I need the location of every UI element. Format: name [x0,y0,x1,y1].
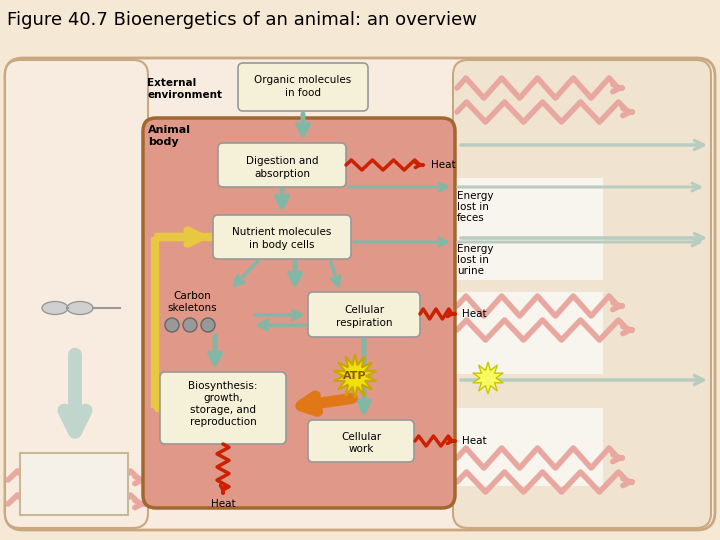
Ellipse shape [42,301,68,314]
Text: in body cells: in body cells [249,240,315,250]
FancyBboxPatch shape [213,215,351,259]
Text: Cellular: Cellular [341,432,381,442]
FancyBboxPatch shape [308,292,420,337]
Text: growth,: growth, [203,393,243,403]
Text: lost in: lost in [457,255,489,265]
Text: ATP: ATP [343,371,366,381]
Text: storage, and: storage, and [190,405,256,415]
Text: Carbon: Carbon [173,291,211,301]
Text: reproduction: reproduction [189,417,256,427]
Circle shape [165,318,179,332]
Text: Digestion and: Digestion and [246,156,318,166]
Text: Biosynthesis:: Biosynthesis: [188,381,258,391]
Bar [20,453,128,515]
Text: work: work [348,444,374,454]
FancyBboxPatch shape [160,372,286,444]
Text: lost in: lost in [457,202,489,212]
Text: Figure 40.7 Bioenergetics of an animal: an overview: Figure 40.7 Bioenergetics of an animal: … [7,11,477,29]
Text: Animal: Animal [148,125,191,135]
Bar [455,178,603,280]
Text: urine: urine [457,266,484,276]
Text: Heat: Heat [462,436,487,446]
Text: Organic molecules: Organic molecules [254,75,351,85]
Ellipse shape [67,301,93,314]
Bar [20,453,128,515]
Text: Heat: Heat [431,160,456,170]
Text: absorption: absorption [254,169,310,179]
Text: Energy: Energy [457,191,493,201]
Text: feces: feces [457,213,485,223]
FancyBboxPatch shape [238,63,368,111]
Polygon shape [333,354,377,398]
Text: respiration: respiration [336,318,392,328]
Text: Heat: Heat [211,499,235,509]
FancyBboxPatch shape [143,118,455,508]
Text: Heat: Heat [462,309,487,319]
Text: Nutrient molecules: Nutrient molecules [233,227,332,237]
Circle shape [183,318,197,332]
Text: body: body [148,137,179,147]
FancyBboxPatch shape [308,420,414,462]
FancyBboxPatch shape [5,58,715,530]
Text: Energy: Energy [457,244,493,254]
FancyBboxPatch shape [218,143,346,187]
Circle shape [201,318,215,332]
FancyBboxPatch shape [453,60,711,528]
Text: External: External [147,78,197,88]
Bar [455,408,603,486]
Polygon shape [473,362,503,394]
Bar [455,292,603,374]
Text: environment: environment [147,90,222,100]
FancyBboxPatch shape [5,60,148,528]
Text: skeletons: skeletons [167,303,217,313]
Text: in food: in food [285,88,321,98]
Text: Cellular: Cellular [344,305,384,315]
